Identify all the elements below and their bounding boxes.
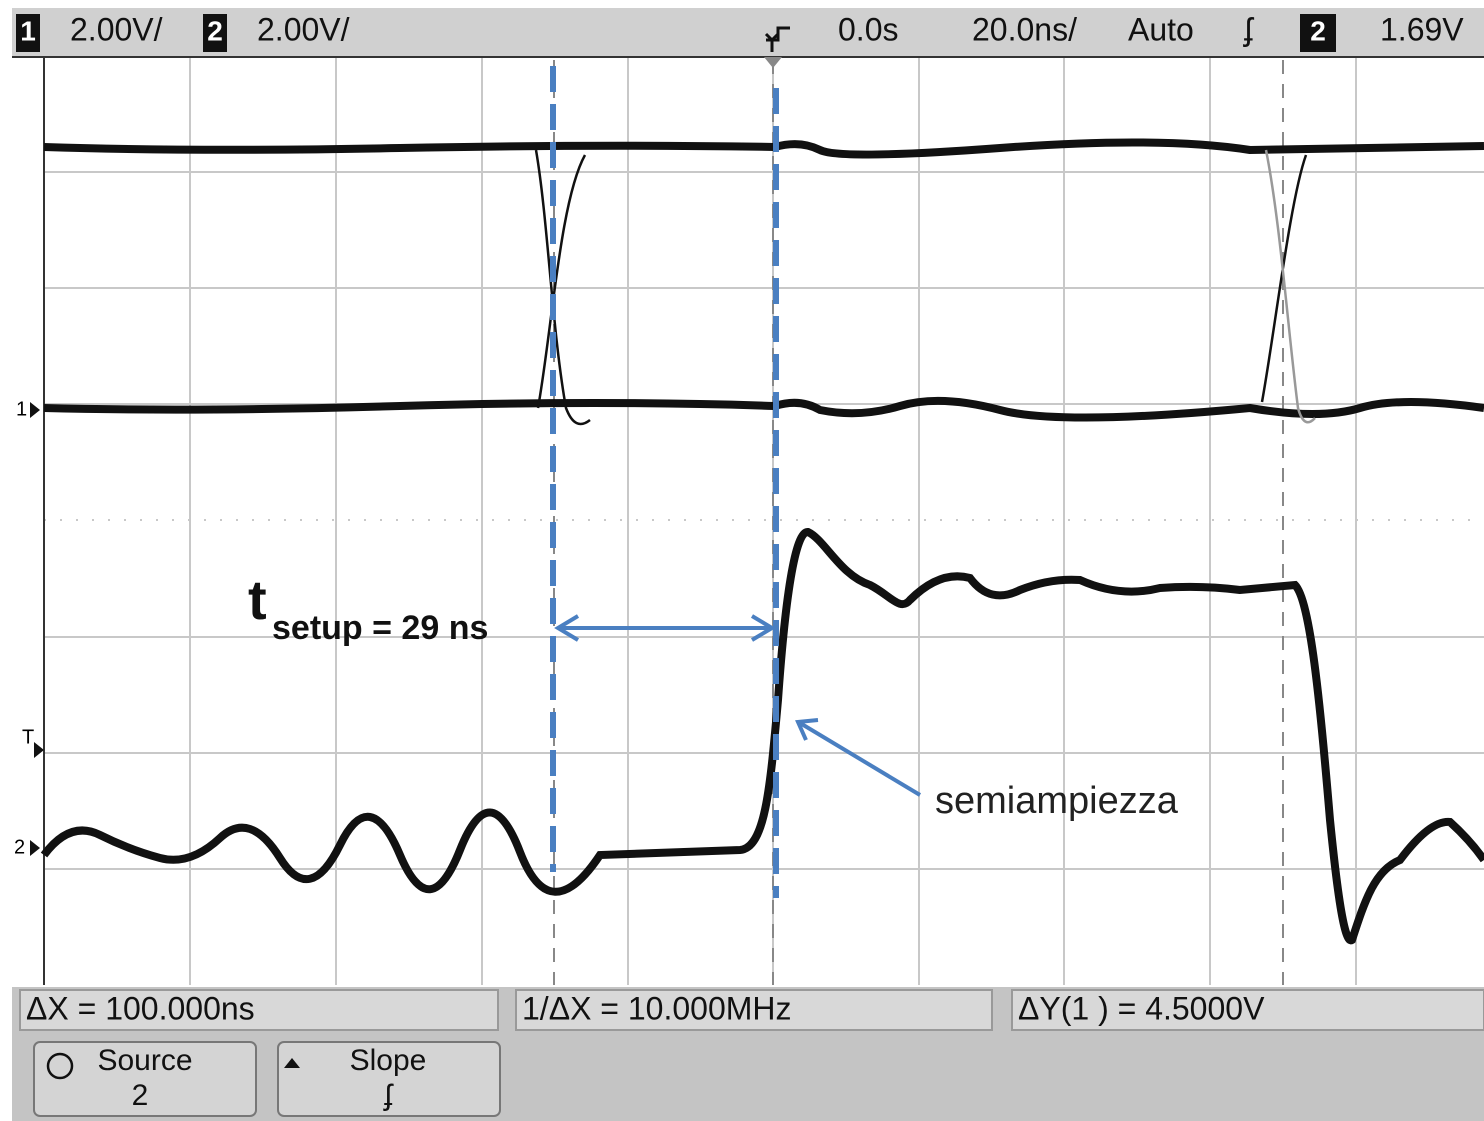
ch1-scale: 2.00V/ [70,11,163,47]
trigger-level: 1.69V [1380,11,1464,47]
ch1-badge: 1 [20,15,36,46]
measurement: 1/ΔX = 10.000MHz [522,990,792,1026]
ch1-marker: 1 [16,398,27,420]
setup-label: t [248,568,267,631]
measurement: ΔX = 100.000ns [26,990,255,1026]
trigger-mode: Auto [1128,11,1194,47]
scope-screen: 1 2.00V/ 2 2.00V/ 0.0s 20.0ns/ Auto ʄ 2 … [0,0,1484,1121]
note: semiampiezza [935,780,1179,822]
setup-subscript: setup = 29 ns [272,609,488,647]
softkey-label: Source [97,1044,192,1077]
delay: 0.0s [838,11,898,47]
softkey-value: 2 [132,1079,149,1112]
header-bar [12,8,1484,56]
ch2-marker: 2 [14,836,25,858]
ch2-badge: 2 [207,15,223,46]
ch2-scale: 2.00V/ [257,11,350,47]
measurement: ΔY(1 ) = 4.5000V [1018,990,1265,1026]
trigger-marker: T [22,726,34,748]
trigger-source: 2 [1310,15,1326,46]
timebase: 20.0ns/ [972,11,1077,47]
softkey-label: Slope [350,1044,427,1077]
